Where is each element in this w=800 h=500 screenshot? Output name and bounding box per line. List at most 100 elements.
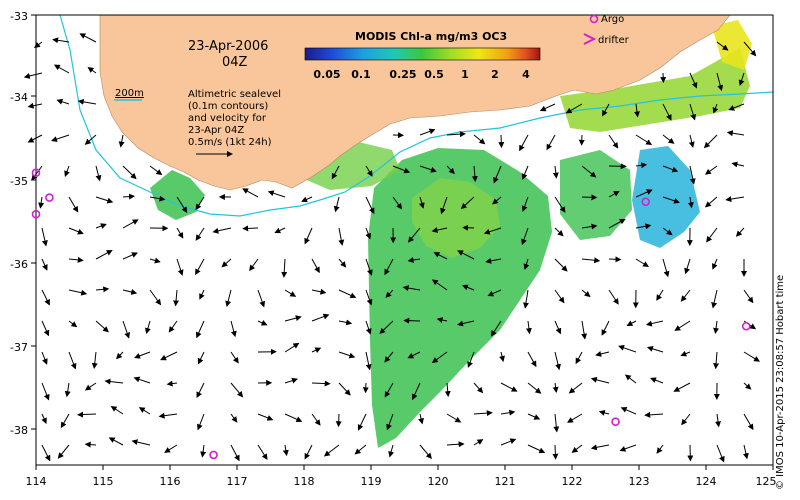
x-tick-label: 123 [629,475,650,488]
velocity-arrow [122,165,137,180]
velocity-arrow [118,134,125,148]
velocity-arrow [354,444,367,455]
velocity-arrow [365,320,372,335]
chl-patch-west [150,170,205,220]
x-tick-label: 120 [428,475,449,488]
velocity-arrow [311,313,330,322]
velocity-arrow [462,224,475,231]
velocity-arrow [581,223,598,230]
velocity-arrow [335,413,342,428]
velocity-arrow [608,256,622,263]
velocity-arrow [195,196,205,211]
velocity-arrow [95,286,110,293]
velocity-arrow [411,382,421,401]
velocity-arrow [338,289,357,299]
argo-floats [31,168,751,460]
velocity-arrow [689,165,696,185]
argo-float-marker [209,450,218,460]
plot-frame [35,14,774,466]
velocity-arrow [84,441,97,448]
velocity-arrow [473,382,484,394]
velocity-arrow [68,196,79,213]
velocity-arrow [212,227,232,234]
velocity-arrow [446,131,466,138]
velocity-arrow [68,320,78,328]
velocity-arrow [225,289,232,307]
chl-patch-east-blue [632,146,700,248]
velocity-arrow [662,103,672,121]
velocity-arrow [499,351,505,362]
velocity-arrow [56,98,70,105]
velocity-arrow [122,320,130,339]
velocity-arrow [384,382,394,398]
velocity-arrow [521,165,529,180]
velocity-arrow [716,41,729,51]
velocity-arrow [418,413,424,425]
velocity-arrow [712,258,718,270]
velocity-arrow [440,196,448,215]
x-tick-label: 125 [756,475,777,488]
velocity-arrow [635,223,652,230]
velocity-arrow [725,196,745,203]
velocity-arrow [487,289,502,297]
colorbar-tick: 0.1 [351,68,371,81]
velocity-arrow [116,351,124,360]
velocity-arrow [41,320,50,337]
colorbar-title: MODIS Chl-a mg/m3 OC3 [355,30,507,43]
velocity-arrow [644,411,664,418]
velocity-arrow [590,376,610,384]
velocity-arrow [68,289,88,296]
velocity-arrow [407,257,421,263]
velocity-arrow [41,382,50,401]
velocity-arrow [68,351,77,370]
velocity-arrow [523,258,530,270]
sealevel-legend-line: (0.1m contours) [188,101,268,112]
velocity-arrow [301,196,313,203]
velocity-arrow [23,72,43,79]
velocity-arrow [230,444,240,462]
velocity-arrow [407,351,421,359]
velocity-arrow [418,196,425,209]
argo-float-marker [31,209,41,219]
velocity-arrow [687,196,694,209]
velocity-arrow [149,257,161,264]
velocity-arrow [41,258,48,271]
velocity-arrow [498,134,505,149]
velocity-arrow [554,227,564,237]
velocity-arrow [221,258,232,268]
velocity-arrow [431,279,448,291]
velocity-arrow [133,376,151,384]
x-tick-label: 119 [361,475,382,488]
velocity-arrow [681,413,691,426]
isobath-200m [59,14,774,217]
velocity-arrow [552,444,559,460]
velocity-arrow [281,258,288,278]
velocity-arrow [728,103,745,111]
velocity-arrow [197,413,205,431]
velocity-arrow [743,289,754,304]
velocity-arrow [403,317,421,324]
velocity-arrow [743,41,757,57]
velocity-arrow [715,413,721,428]
velocity-arrow [131,439,151,446]
velocity-arrow [41,351,48,365]
velocity-arrow [249,258,259,272]
velocity-arrow [284,413,303,423]
velocity-arrow [338,227,345,246]
velocity-arrow [158,412,178,419]
velocity-arrow [662,227,673,236]
velocity-arrow [635,189,653,198]
drifter-legend-icon [583,33,597,45]
velocity-arrow [33,41,43,49]
velocity-arrow [87,67,97,74]
velocity-arrow [365,165,373,177]
velocity-arrow [138,407,151,415]
velocity-arrow [104,378,124,385]
velocity-arrow [716,72,724,92]
colorbar [304,47,541,61]
velocity-arrow [357,413,367,431]
velocity-arrow [608,190,620,198]
velocity-arrow [91,351,98,369]
colorbar-tick: 0.25 [389,68,416,81]
sealevel-legend: Altimetric sealevel (0.1m contours) and … [188,89,281,148]
